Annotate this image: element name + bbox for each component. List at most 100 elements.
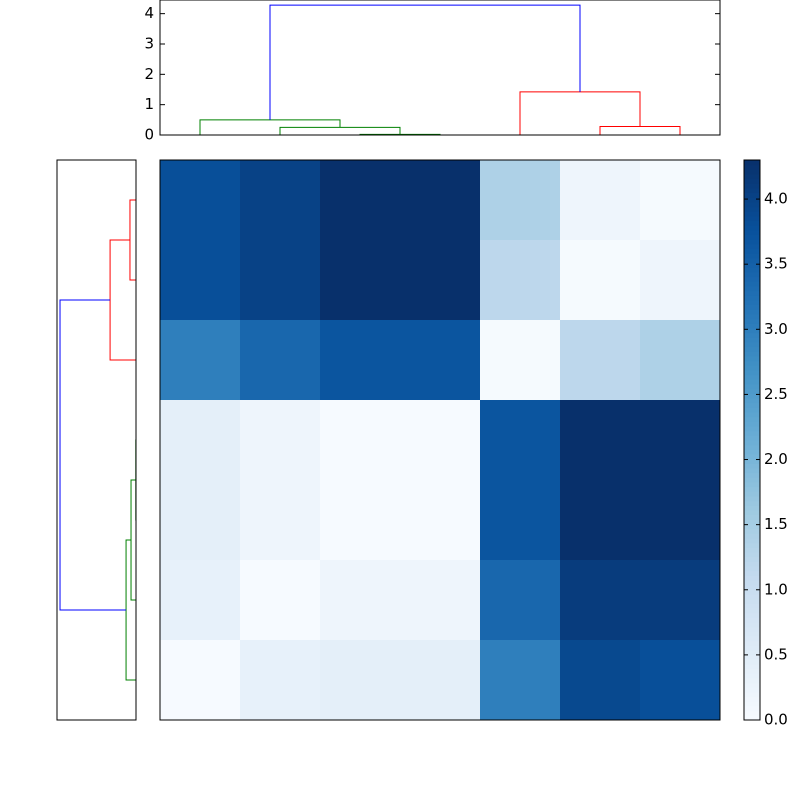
colorbar-swatch	[744, 706, 760, 712]
heatmap-cell	[640, 640, 721, 721]
heatmap-frame	[159, 159, 721, 721]
colorbar-swatch	[744, 169, 760, 175]
colorbar-swatch	[744, 295, 760, 301]
colorbar-swatch	[744, 612, 760, 618]
heatmap-cell	[240, 320, 321, 401]
colorbar-swatch	[744, 160, 760, 166]
colorbar-swatch	[744, 463, 760, 469]
colorbar-tick-label: 3.5	[764, 255, 788, 273]
heatmap-cell	[640, 560, 721, 641]
colorbar-swatch	[744, 216, 760, 222]
heatmap-cell	[240, 240, 321, 321]
y-tick-label: 1	[144, 95, 154, 113]
colorbar-swatch	[744, 472, 760, 478]
colorbar-swatch	[744, 519, 760, 525]
colorbar-swatch	[744, 566, 760, 572]
colorbar-swatch	[744, 491, 760, 497]
colorbar-swatch	[744, 197, 760, 203]
colorbar-swatch	[744, 183, 760, 189]
colorbar-swatch	[744, 678, 760, 684]
colorbar-swatch	[744, 575, 760, 581]
heatmap-cell	[640, 320, 721, 401]
colorbar-swatch	[744, 710, 760, 716]
dendrogram-link	[269, 4, 581, 120]
dendrogram-link	[519, 91, 641, 135]
colorbar-swatch	[744, 589, 760, 595]
colorbar-swatch	[744, 314, 760, 320]
heatmap-cell	[160, 400, 241, 481]
y-tick-label: 0	[144, 126, 154, 144]
colorbar-tick-label: 2.0	[764, 450, 788, 468]
heatmap-cell	[480, 240, 561, 321]
colorbar-swatch	[744, 654, 760, 660]
colorbar-swatch	[744, 477, 760, 483]
colorbar-swatch	[744, 542, 760, 548]
colorbar-swatch	[744, 533, 760, 539]
colorbar-swatch	[744, 584, 760, 590]
colorbar-swatch	[744, 374, 760, 380]
colorbar-swatch	[744, 202, 760, 208]
colorbar-swatch	[744, 244, 760, 250]
colorbar-swatch	[744, 626, 760, 632]
dendrogram-link	[129, 199, 136, 281]
heatmap-cell	[240, 400, 321, 481]
heatmap-cell	[400, 400, 481, 481]
colorbar-swatch	[744, 239, 760, 245]
colorbar-swatch	[744, 645, 760, 651]
colorbar-swatch	[744, 412, 760, 418]
colorbar-swatch	[744, 570, 760, 576]
y-tick-label: 3	[144, 34, 154, 52]
colorbar-swatch	[744, 524, 760, 530]
heatmap-cell	[560, 480, 641, 561]
heatmap-cell	[160, 480, 241, 561]
colorbar-swatch	[744, 272, 760, 278]
dendrogram-link	[130, 479, 136, 601]
heatmap-cell	[400, 640, 481, 721]
colorbar-swatch	[744, 351, 760, 357]
colorbar-swatch	[744, 300, 760, 306]
colorbar-swatch	[744, 304, 760, 310]
y-tick-label: 4	[144, 4, 154, 22]
colorbar-swatch	[744, 468, 760, 474]
heatmap-cell	[400, 160, 481, 241]
y-tick-label: 2	[144, 65, 154, 83]
colorbar-swatch	[744, 486, 760, 492]
colorbar-swatch	[744, 230, 760, 236]
colorbar-swatch	[744, 650, 760, 656]
colorbar-swatch	[744, 267, 760, 273]
heatmap-cell	[320, 560, 401, 641]
colorbar-swatch	[744, 594, 760, 600]
heatmap-cell	[560, 320, 641, 401]
colorbar-swatch	[744, 608, 760, 614]
colorbar-swatch	[744, 636, 760, 642]
dendrogram-link	[109, 239, 136, 361]
colorbar-swatch	[744, 342, 760, 348]
heatmap-cell	[320, 480, 401, 561]
colorbar-swatch	[744, 510, 760, 516]
heatmap-cell	[160, 640, 241, 721]
colorbar-swatch	[744, 692, 760, 698]
heatmap-cell	[560, 160, 641, 241]
heatmap-cell	[320, 320, 401, 401]
heatmap-cell	[240, 560, 321, 641]
colorbar-swatch	[744, 580, 760, 586]
dendrogram-link	[279, 126, 401, 135]
colorbar-swatch	[744, 188, 760, 194]
colorbar-swatch	[744, 440, 760, 446]
colorbar-swatch	[744, 407, 760, 413]
colorbar-tick-label: 1.0	[764, 580, 788, 598]
heatmap-cell	[160, 240, 241, 321]
colorbar-swatch	[744, 496, 760, 502]
heatmap-cell	[560, 240, 641, 321]
colorbar-swatch	[744, 384, 760, 390]
heatmap-cell	[480, 400, 561, 481]
colorbar-swatch	[744, 225, 760, 231]
heatmap-cell	[560, 400, 641, 481]
heatmap-cell	[480, 640, 561, 721]
colorbar-swatch	[744, 458, 760, 464]
colorbar-swatch	[744, 253, 760, 259]
colorbar-swatch	[744, 402, 760, 408]
colorbar-swatch	[744, 258, 760, 264]
colorbar-swatch	[744, 328, 760, 334]
